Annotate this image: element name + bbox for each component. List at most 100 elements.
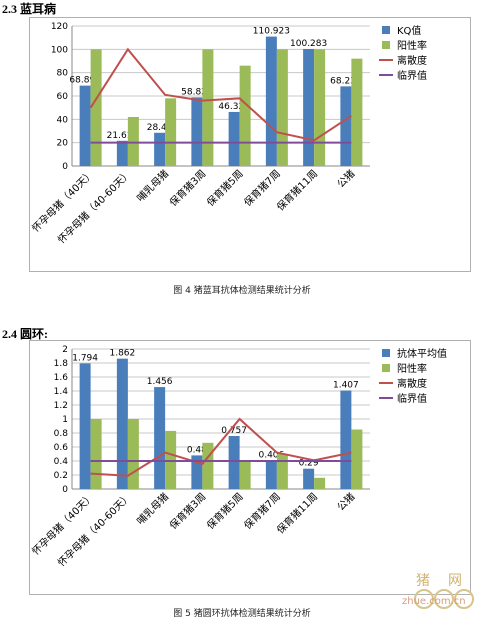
bar bbox=[239, 461, 251, 489]
legend-label: 离散度 bbox=[397, 54, 427, 67]
data-label: 0.757 bbox=[221, 426, 247, 436]
y-tick-label: 0.6 bbox=[54, 443, 69, 453]
bar bbox=[239, 65, 251, 166]
data-label: 0.29 bbox=[299, 459, 319, 469]
bar bbox=[303, 49, 315, 166]
data-label: 110.923 bbox=[253, 27, 290, 37]
data-label: 1.862 bbox=[109, 349, 135, 359]
bar bbox=[191, 455, 203, 489]
bar bbox=[303, 468, 315, 489]
bar bbox=[276, 454, 288, 489]
data-label: 1.456 bbox=[147, 377, 173, 387]
bar bbox=[127, 419, 139, 489]
chart-prrs: 0 20 40 60 80 100 120 68.896 21.614 28.46 58.822 46… bbox=[29, 17, 471, 272]
y-tick-label: 0 bbox=[62, 162, 68, 172]
x-tick-label: 怀孕母猪（40天） bbox=[30, 168, 97, 235]
section-heading-prrs: 2.3 蓝耳病 bbox=[2, 2, 57, 16]
bar bbox=[165, 430, 177, 489]
y-tick-label: 1 bbox=[62, 415, 68, 425]
bar bbox=[314, 49, 326, 166]
series-line bbox=[89, 47, 352, 142]
data-label: 1.794 bbox=[72, 353, 98, 363]
figure-caption-pcv: 图 5 猪圆环抗体检测结果统计分析 bbox=[173, 609, 311, 619]
bar bbox=[314, 477, 326, 489]
legend-swatch bbox=[382, 349, 390, 357]
bar bbox=[202, 49, 214, 166]
x-tick-label: 保育猪5周 bbox=[204, 490, 246, 532]
bar bbox=[340, 390, 352, 489]
legend-label: 临界值 bbox=[397, 69, 427, 82]
y-tick-label: 60 bbox=[57, 92, 69, 102]
data-label: 46.327 bbox=[218, 102, 250, 112]
legend-label: KQ值 bbox=[397, 24, 421, 37]
x-tick-label: 保育猪3周 bbox=[167, 167, 209, 209]
bar bbox=[165, 98, 177, 166]
y-tick-label: 1.4 bbox=[54, 387, 69, 397]
bar bbox=[90, 49, 102, 166]
legend-swatch bbox=[382, 26, 390, 34]
data-label: 0.406 bbox=[258, 451, 284, 461]
bar bbox=[351, 58, 363, 166]
bar bbox=[265, 460, 277, 489]
section-heading-pcv: 2.4 圆环: bbox=[2, 327, 48, 341]
bar bbox=[116, 358, 128, 489]
x-tick-label: 公猪 bbox=[335, 168, 358, 191]
y-tick-label: 0.2 bbox=[54, 471, 68, 481]
legend-label: 阳性率 bbox=[397, 39, 427, 52]
y-tick-label: 0 bbox=[62, 485, 68, 495]
y-tick-label: 1.6 bbox=[54, 373, 69, 383]
series-line bbox=[90, 417, 352, 477]
bar bbox=[154, 132, 166, 166]
legend-label: 抗体平均值 bbox=[397, 347, 447, 360]
y-tick-label: 1.2 bbox=[54, 401, 68, 411]
chart-prrs-svg: 0 20 40 60 80 100 120 68.896 21.614 28.46 58.822 46… bbox=[30, 22, 427, 246]
bar bbox=[127, 117, 139, 166]
legend-swatch bbox=[382, 364, 390, 372]
legend-label: 离散度 bbox=[397, 377, 427, 390]
data-label: 28.46 bbox=[147, 123, 173, 133]
y-tick-label: 2 bbox=[62, 345, 68, 355]
y-tick-label: 0.8 bbox=[54, 429, 69, 439]
bar bbox=[154, 387, 166, 489]
chart-pcv-svg: 0 0.2 0.4 0.6 0.8 1 1.2 1.4 1.6 1.8 2 1.794 1.862 1.4… bbox=[30, 345, 447, 570]
bar bbox=[90, 419, 102, 489]
x-tick-label: 保育猪5周 bbox=[204, 167, 246, 209]
legend-label: 临界值 bbox=[397, 392, 427, 405]
y-tick-label: 120 bbox=[51, 22, 68, 32]
x-tick-label: 哺乳母猪 bbox=[134, 167, 171, 204]
watermark-circles bbox=[414, 589, 474, 609]
chart-pcv: 0 0.2 0.4 0.6 0.8 1 1.2 1.4 1.6 1.8 2 1.794 1.862 1.4… bbox=[29, 340, 471, 595]
x-tick-label: 怀孕母猪（40天） bbox=[30, 491, 97, 558]
x-tick-label: 保育猪7周 bbox=[241, 167, 283, 209]
y-tick-label: 100 bbox=[51, 45, 68, 55]
y-tick-label: 0.4 bbox=[54, 457, 69, 467]
bar bbox=[351, 429, 363, 489]
bar bbox=[228, 111, 240, 166]
legend-swatch bbox=[382, 41, 390, 49]
watermark-site: zhue.com.cn bbox=[402, 596, 466, 607]
data-label: 68.896 bbox=[69, 76, 101, 86]
watermark-logo-text: 猪网 bbox=[416, 573, 480, 589]
legend-label: 阳性率 bbox=[397, 362, 427, 375]
y-tick-label: 20 bbox=[57, 139, 69, 149]
figure-caption-prrs: 图 4 猪蓝耳抗体检测结果统计分析 bbox=[173, 286, 311, 296]
bar bbox=[79, 85, 91, 166]
data-label: 1.407 bbox=[333, 381, 359, 391]
x-tick-label: 保育猪3周 bbox=[167, 490, 209, 532]
y-tick-label: 40 bbox=[57, 115, 69, 125]
bar bbox=[116, 140, 128, 166]
bar bbox=[79, 363, 91, 489]
x-tick-label: 怀孕母猪（40-60天） bbox=[55, 491, 134, 570]
bar bbox=[265, 36, 277, 166]
y-tick-label: 80 bbox=[57, 69, 69, 79]
data-label: 21.614 bbox=[107, 131, 139, 141]
data-label: 0.48 bbox=[187, 445, 207, 455]
bar bbox=[340, 86, 352, 166]
y-tick-label: 1.8 bbox=[54, 359, 69, 369]
bar bbox=[202, 442, 214, 489]
x-tick-label: 哺乳母猪 bbox=[134, 490, 171, 527]
data-label: 68.235 bbox=[330, 76, 362, 86]
bar bbox=[228, 436, 240, 489]
bar bbox=[191, 97, 203, 166]
data-label: 100.283 bbox=[290, 39, 327, 49]
